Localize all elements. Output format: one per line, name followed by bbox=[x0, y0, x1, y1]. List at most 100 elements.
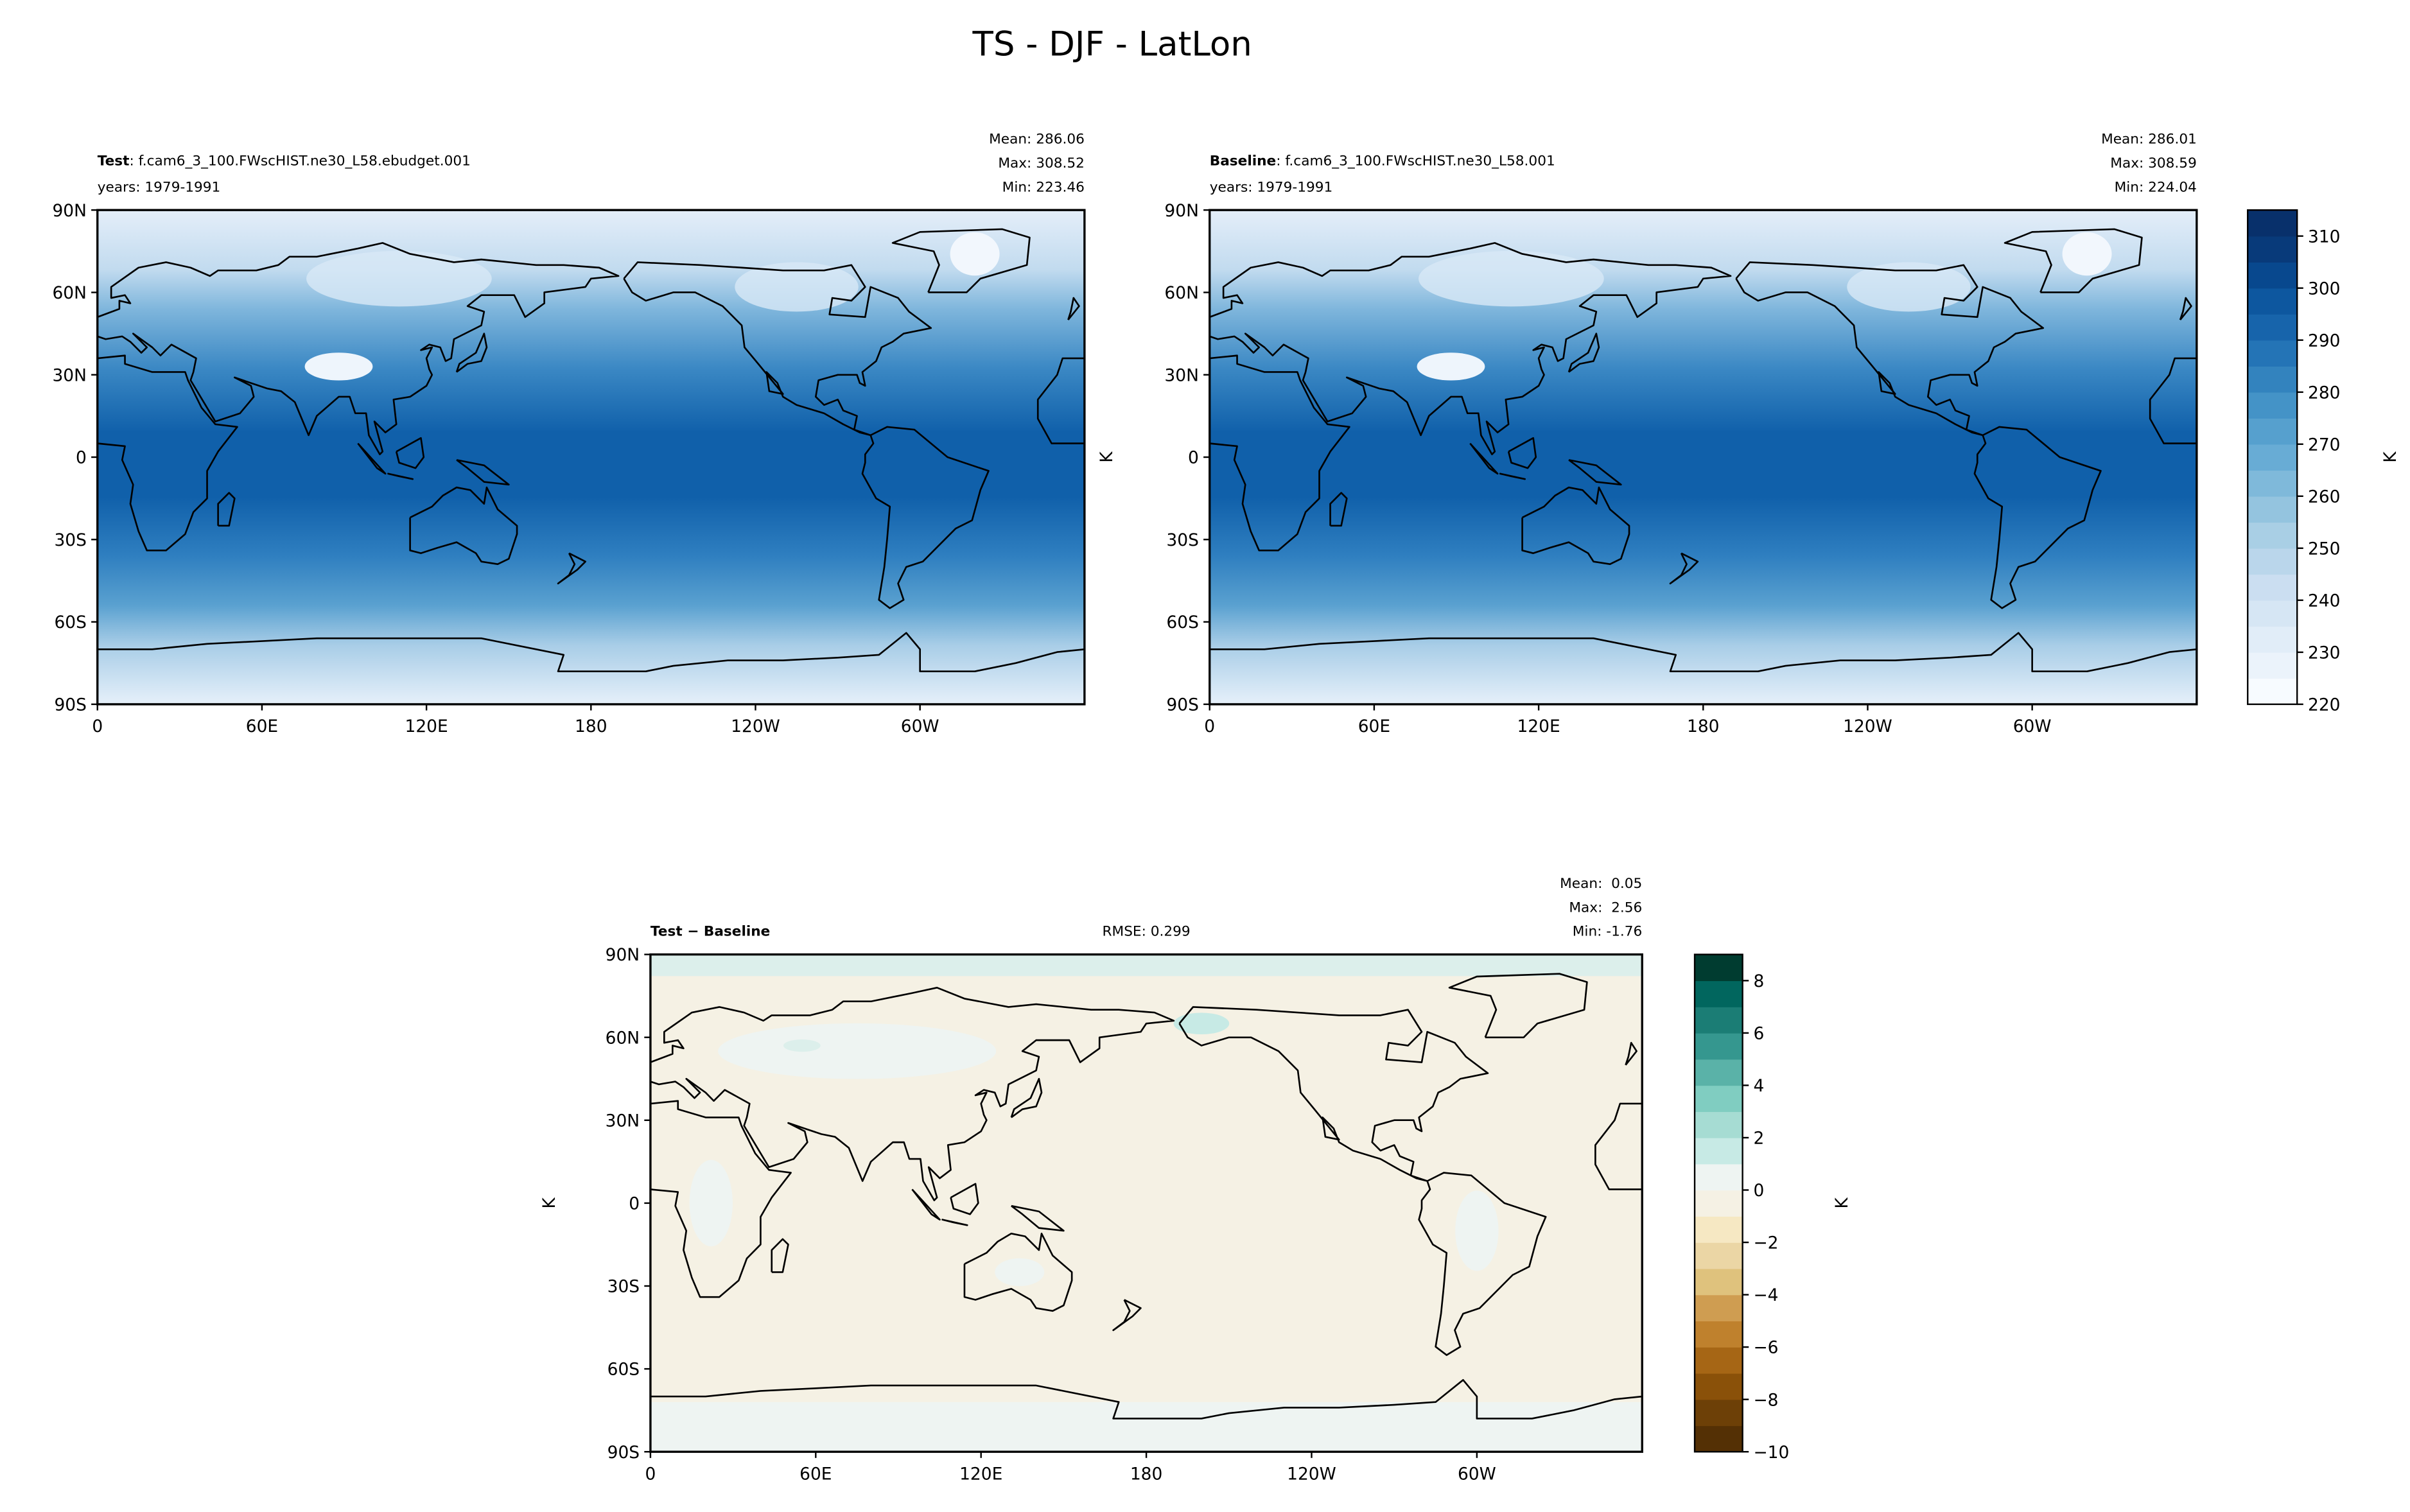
x-tick-label: 0 bbox=[1204, 717, 1215, 736]
colorbar-level bbox=[1695, 1425, 1743, 1452]
coastline bbox=[97, 242, 620, 456]
y-tick-label: 0 bbox=[76, 448, 87, 468]
colorbar-level bbox=[2248, 470, 2298, 497]
x-tick-label: 120W bbox=[731, 717, 780, 736]
coastline bbox=[1112, 1299, 1142, 1332]
y-tick-label: 90N bbox=[1164, 201, 1198, 221]
y-tick-label: 60S bbox=[54, 613, 86, 632]
colorbar: −10 −8 −6 −4 −2 0 2 4 6 8 K bbox=[1693, 953, 1852, 1463]
colorbar-level bbox=[1695, 1163, 1743, 1191]
panel-stat: Max: 308.59 bbox=[2110, 155, 2197, 171]
panel-stat: Min: 223.46 bbox=[1002, 179, 1085, 195]
coastline bbox=[1669, 552, 1699, 585]
coastline bbox=[891, 228, 1031, 293]
coastline bbox=[387, 473, 414, 480]
colorbar-tick-label: −6 bbox=[1753, 1338, 1778, 1358]
coastline bbox=[1594, 1102, 1643, 1190]
map-panel: 0 60E 120E 180 120W 60W 90N 60N 30N 0 30S 60S 90S Bas… bbox=[1097, 132, 2198, 736]
x-tick-label: 120W bbox=[1843, 717, 1892, 736]
colorbar-tick-label: −2 bbox=[1753, 1233, 1778, 1253]
coastline bbox=[456, 459, 510, 486]
coastline bbox=[2004, 228, 2143, 293]
greenland-cold bbox=[950, 232, 1000, 276]
coastline bbox=[911, 1188, 941, 1221]
panel-stat: Max: 2.56 bbox=[1569, 899, 1642, 916]
colorbar-level bbox=[1695, 1085, 1743, 1112]
arctic-warm bbox=[650, 954, 1643, 977]
colorbar: 220 230 240 250 260 270 280 290 300 310 K bbox=[2247, 209, 2400, 715]
map-field bbox=[1209, 210, 2197, 704]
x-tick-label: 120E bbox=[959, 1464, 1002, 1484]
colorbar-tick-label: 240 bbox=[2308, 591, 2341, 611]
x-tick-label: 180 bbox=[1130, 1464, 1162, 1484]
coastline bbox=[1209, 242, 1732, 456]
australia-patch bbox=[995, 1258, 1045, 1287]
coastline bbox=[1036, 357, 1085, 444]
siberia-cold bbox=[306, 250, 492, 307]
canada-cold bbox=[735, 262, 859, 312]
africa-patch bbox=[689, 1160, 733, 1247]
figure-title: TS - DJF - LatLon bbox=[972, 25, 1252, 64]
tibet-cold bbox=[1417, 352, 1485, 381]
panel-stat: Mean: 286.06 bbox=[989, 132, 1085, 148]
colorbar-level bbox=[2248, 652, 2298, 679]
y-tick-label: 30N bbox=[1164, 365, 1198, 385]
panel-case: : f.cam6_3_100.FWscHIST.ne30_L58.ebudget… bbox=[130, 153, 471, 169]
map-panel: 0 60E 120E 180 120W 60W 90N 60N 30N 0 30S 60S 90S Tes… bbox=[539, 876, 1643, 1484]
x-tick-label: 60E bbox=[799, 1464, 832, 1484]
y-tick-label: 0 bbox=[1188, 448, 1199, 468]
x-tick-label: 60E bbox=[1358, 717, 1390, 736]
colorbar-label: K bbox=[1832, 1197, 1852, 1209]
siberia-warm bbox=[783, 1039, 821, 1052]
colorbar-tick-label: −4 bbox=[1753, 1285, 1778, 1305]
y-tick-label: 30S bbox=[54, 530, 86, 550]
greenland-cold bbox=[2062, 232, 2112, 276]
panel-header: Test: f.cam6_3_100.FWscHIST.ne30_L58.ebu… bbox=[98, 153, 471, 169]
colorbar-level bbox=[2248, 678, 2298, 705]
coastline bbox=[963, 1232, 1073, 1312]
y-tick-label: 60N bbox=[52, 283, 86, 303]
colorbar-level bbox=[1695, 1347, 1743, 1374]
coastline bbox=[941, 1219, 968, 1226]
y-tick-label: 0 bbox=[629, 1194, 640, 1214]
panel-years: years: 1979-1991 bbox=[98, 179, 221, 195]
y-tick-label: 90S bbox=[54, 695, 86, 715]
colorbar-level bbox=[1695, 1399, 1743, 1427]
colorbar-level bbox=[2248, 340, 2298, 367]
colorbar-level bbox=[1695, 1059, 1743, 1086]
y-tick-label: 60S bbox=[607, 1360, 640, 1380]
colorbar-tick-label: 280 bbox=[2308, 383, 2341, 403]
colorbar-level bbox=[2248, 496, 2298, 523]
colorbar-level bbox=[2248, 444, 2298, 471]
coastline bbox=[1469, 442, 1499, 475]
coastline bbox=[650, 987, 1175, 1201]
samerica-patch bbox=[1455, 1190, 1499, 1271]
colorbar-frame bbox=[1693, 953, 1743, 1453]
coastline bbox=[1067, 297, 1080, 321]
colorbar-tick-label: 310 bbox=[2308, 227, 2341, 247]
y-tick-label: 90N bbox=[52, 201, 86, 221]
coastline bbox=[1209, 354, 1350, 552]
colorbar-level bbox=[2248, 314, 2298, 341]
colorbar-level bbox=[2248, 392, 2298, 419]
colorbar-level bbox=[2248, 288, 2298, 315]
colorbar-level bbox=[1695, 954, 1743, 982]
panel-label: Test bbox=[98, 153, 130, 169]
coastline bbox=[650, 1379, 1643, 1420]
colorbar-level bbox=[1695, 1294, 1743, 1322]
x-tick-label: 60W bbox=[901, 717, 939, 736]
colorbar-level bbox=[2248, 366, 2298, 393]
colorbar-tick-label: 4 bbox=[1753, 1076, 1764, 1096]
coastline bbox=[623, 261, 932, 437]
coastline bbox=[97, 354, 238, 552]
colorbar-level bbox=[2248, 574, 2298, 601]
coastline bbox=[771, 1238, 789, 1273]
y-tick-label: 30S bbox=[607, 1277, 640, 1297]
colorbar-tick-label: 230 bbox=[2308, 643, 2341, 663]
coastline bbox=[557, 552, 586, 585]
coastline bbox=[1418, 1172, 1547, 1356]
colorbar-tick-label: 6 bbox=[1753, 1024, 1764, 1044]
colorbar-level bbox=[2248, 418, 2298, 445]
x-tick-label: 120W bbox=[1287, 1464, 1336, 1484]
